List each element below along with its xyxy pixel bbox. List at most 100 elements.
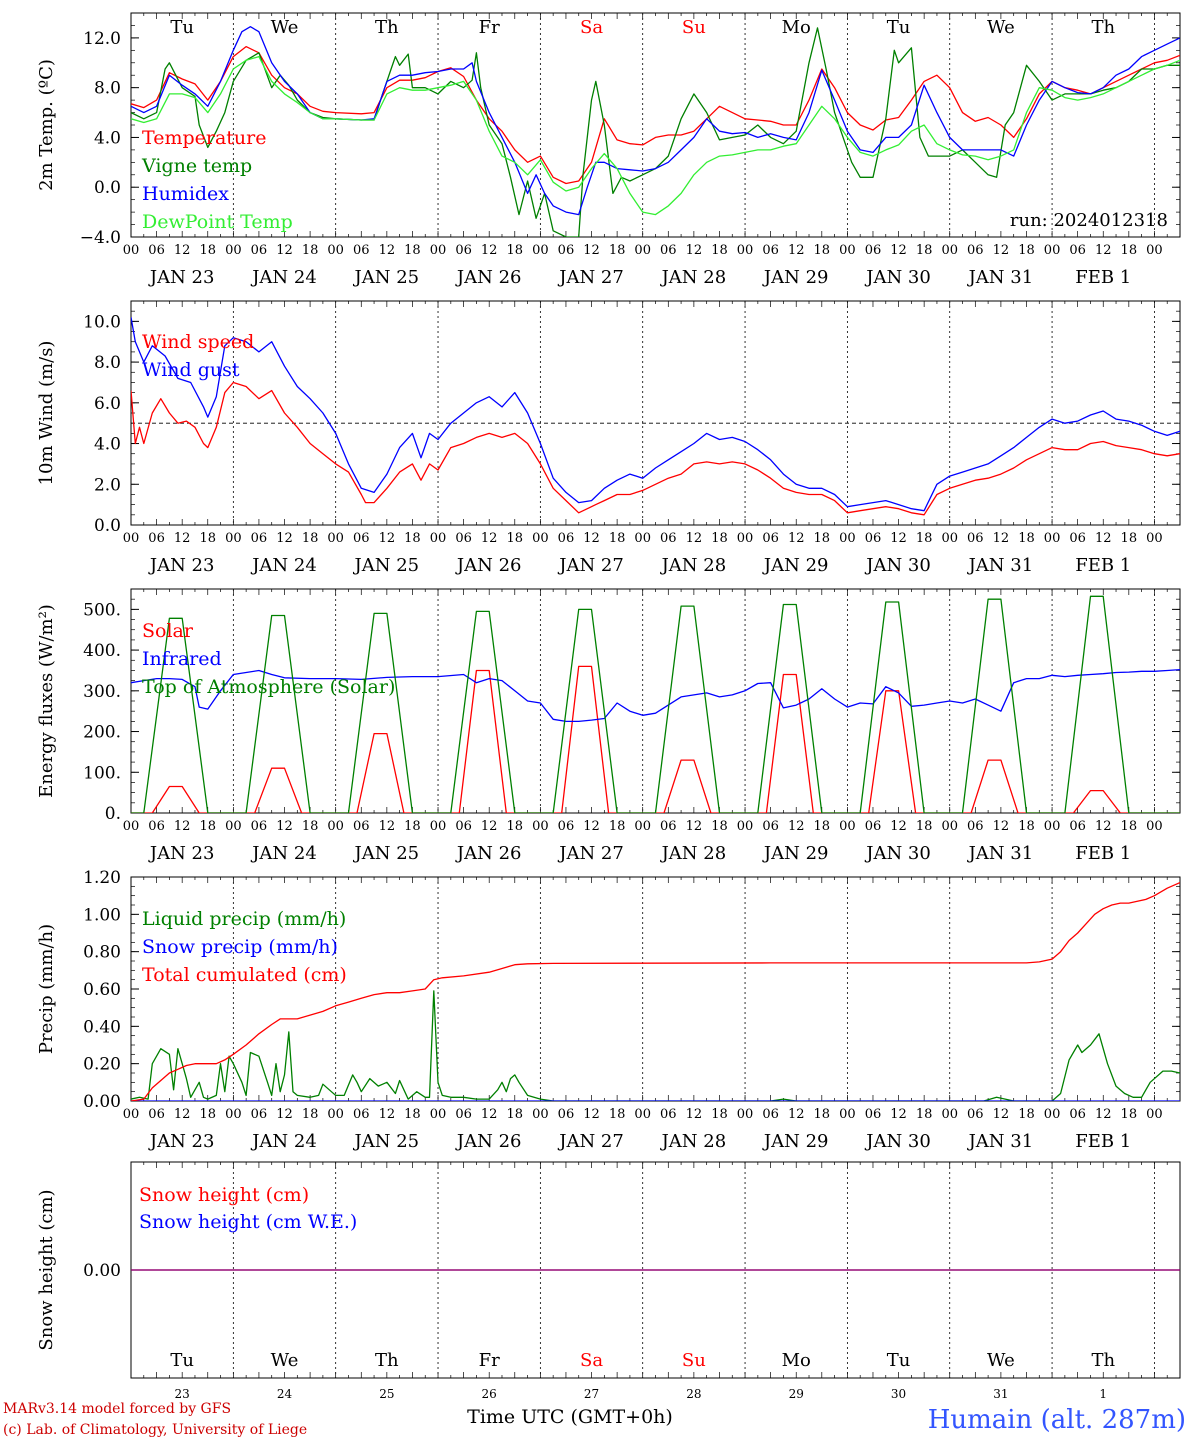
hour-tick-label: 00 [1044, 531, 1061, 546]
legend-entry: Total cumulated (cm) [142, 964, 347, 986]
hour-tick-label: 00 [430, 819, 447, 834]
hour-tick-label: 12 [276, 1107, 293, 1122]
hour-tick-label: 18 [814, 819, 831, 834]
y-tick-label: 0.0 [94, 178, 121, 198]
hour-tick-label: 00 [1044, 819, 1061, 834]
day-label: Th [375, 1350, 399, 1371]
hour-tick-label: 06 [967, 819, 984, 834]
hour-tick-label: 18 [1121, 1107, 1138, 1122]
hour-tick-label: 00 [532, 819, 549, 834]
hour-tick-label: 12 [583, 243, 600, 258]
hour-tick-label: 06 [251, 1107, 268, 1122]
hour-tick-label: 00 [225, 819, 242, 834]
hour-tick-label: 12 [686, 1107, 703, 1122]
date-label: JAN 24 [250, 267, 317, 288]
day-label: Sa [580, 1350, 603, 1371]
hour-tick-label: 06 [660, 819, 677, 834]
hour-tick-label: 06 [762, 1107, 779, 1122]
hour-tick-label: 18 [916, 531, 933, 546]
day-number-label: 28 [686, 1387, 701, 1401]
hour-tick-label: 18 [711, 531, 728, 546]
hour-tick-label: 00 [839, 243, 856, 258]
hour-tick-label: 06 [1069, 819, 1086, 834]
date-label: JAN 28 [660, 267, 727, 288]
hour-tick-label: 12 [174, 1107, 191, 1122]
date-label: JAN 25 [353, 555, 420, 576]
hour-tick-label: 00 [1146, 819, 1163, 834]
hour-tick-label: 06 [148, 1107, 165, 1122]
y-tick-label: 0.00 [83, 1261, 121, 1281]
hour-tick-label: 12 [1095, 531, 1112, 546]
hour-tick-label: 06 [353, 1107, 370, 1122]
credit-line-1: MARv3.14 model forced by GFS [3, 1401, 231, 1417]
date-label: JAN 28 [660, 843, 727, 864]
hour-tick-label: 18 [814, 243, 831, 258]
hour-tick-label: 00 [941, 243, 958, 258]
date-label: JAN 25 [353, 267, 420, 288]
y-tick-label: 400. [83, 641, 121, 661]
hour-tick-label: 06 [148, 531, 165, 546]
y-tick-label: 10.0 [83, 312, 121, 332]
hour-tick-label: 00 [123, 243, 140, 258]
date-label: JAN 30 [864, 267, 931, 288]
hour-tick-label: 18 [199, 819, 216, 834]
day-number-label: 26 [482, 1387, 497, 1401]
day-label: Su [682, 17, 706, 38]
hour-tick-label: 06 [762, 531, 779, 546]
hour-tick-label: 12 [481, 1107, 498, 1122]
date-label: JAN 25 [353, 843, 420, 864]
day-number-label: 29 [789, 1387, 804, 1401]
y-axis-label: 2m Temp. (ºC) [36, 59, 57, 191]
hour-tick-label: 12 [788, 243, 805, 258]
date-label: JAN 31 [967, 843, 1034, 864]
y-tick-label: 0.00 [83, 1092, 121, 1112]
date-label: JAN 28 [660, 1131, 727, 1152]
hour-tick-label: 06 [660, 1107, 677, 1122]
hour-tick-label: 00 [123, 1107, 140, 1122]
hour-tick-label: 12 [379, 531, 396, 546]
hour-tick-label: 12 [890, 819, 907, 834]
hour-tick-label: 12 [276, 819, 293, 834]
hour-tick-label: 12 [174, 243, 191, 258]
hour-tick-label: 18 [609, 531, 626, 546]
panel-energy: 0. 100. 200. 300. 400. 500. Energy fluxes (W/m… [36, 588, 1181, 864]
date-label: FEB 1 [1075, 555, 1131, 576]
date-label: JAN 23 [148, 555, 215, 576]
date-label: JAN 31 [967, 1131, 1034, 1152]
hour-tick-label: 00 [1146, 243, 1163, 258]
hour-tick-label: 00 [737, 1107, 754, 1122]
legend-entry: Vigne temp [141, 155, 252, 177]
date-label: JAN 27 [557, 555, 624, 576]
hour-tick-label: 12 [379, 1107, 396, 1122]
hour-tick-label: 00 [430, 1107, 447, 1122]
hour-tick-label: 06 [353, 819, 370, 834]
series-line [131, 665, 1180, 813]
legend-entry: Infrared [142, 648, 222, 670]
series-group [131, 317, 1180, 516]
day-number-label: 25 [379, 1387, 394, 1401]
date-label: JAN 31 [967, 267, 1034, 288]
date-label: FEB 1 [1075, 843, 1131, 864]
series-line [131, 381, 1180, 516]
hour-tick-label: 00 [430, 243, 447, 258]
date-label: JAN 26 [455, 843, 522, 864]
panel-wind: 0.0 2.0 4.0 6.0 8.0 10.0 10m Wind (m/s) 00 06 12 1… [36, 300, 1181, 576]
series-line [131, 45, 1180, 185]
series-line [131, 26, 1180, 216]
hour-tick-label: 06 [558, 819, 575, 834]
hour-tick-label: 00 [839, 1107, 856, 1122]
y-tick-label: 2.0 [94, 475, 121, 495]
panel-precip: 0.00 0.20 0.40 0.60 0.80 1.00 1.20 Precip (mm/h… [36, 868, 1181, 1152]
date-label: JAN 27 [557, 843, 624, 864]
day-label: Th [1091, 1350, 1115, 1371]
day-label: Fr [479, 17, 500, 38]
date-label: JAN 25 [353, 1131, 420, 1152]
hour-tick-label: 12 [993, 243, 1010, 258]
y-tick-label: 6.0 [94, 394, 121, 414]
y-tick-label: 12.0 [83, 29, 121, 49]
y-tick-label: 8.0 [94, 79, 121, 99]
legend-entry: Humidex [142, 183, 229, 205]
day-number-label: 24 [277, 1387, 293, 1401]
hour-tick-label: 06 [762, 819, 779, 834]
